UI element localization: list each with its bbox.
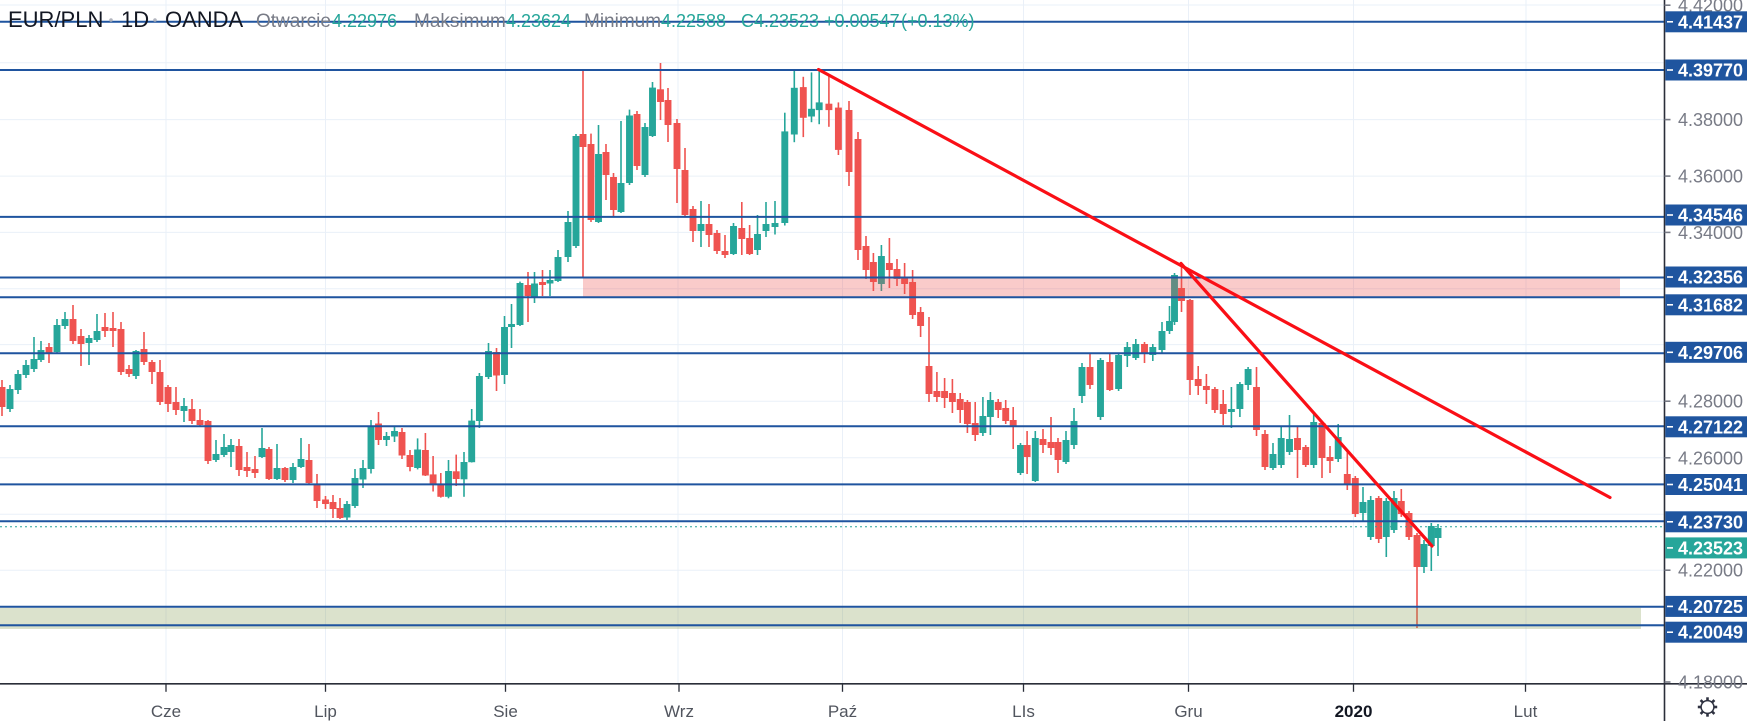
- svg-text:4.34000: 4.34000: [1678, 223, 1743, 243]
- svg-text:4.18000: 4.18000: [1678, 673, 1743, 693]
- svg-text:4.20049: 4.20049: [1678, 623, 1743, 643]
- svg-text:4.25041: 4.25041: [1678, 475, 1743, 495]
- svg-text:4.22000: 4.22000: [1678, 561, 1743, 581]
- svg-text:Otwarcie: Otwarcie: [256, 11, 331, 32]
- svg-text:Maksimum: Maksimum: [414, 11, 506, 32]
- svg-text:4.39770: 4.39770: [1678, 61, 1743, 81]
- svg-text:4.31682: 4.31682: [1678, 295, 1743, 315]
- svg-text:2020: 2020: [1335, 702, 1373, 721]
- svg-text:4.27122: 4.27122: [1678, 417, 1743, 437]
- svg-text:4.23523: 4.23523: [1678, 538, 1743, 558]
- svg-text:4.26000: 4.26000: [1678, 448, 1743, 468]
- svg-text:4.22588: 4.22588: [661, 11, 726, 31]
- svg-text:4.28000: 4.28000: [1678, 392, 1743, 412]
- svg-text:LIs: LIs: [1012, 702, 1035, 721]
- svg-text:4.29706: 4.29706: [1678, 343, 1743, 363]
- svg-text:4.41437: 4.41437: [1678, 12, 1743, 32]
- svg-text:Sie: Sie: [493, 702, 518, 721]
- svg-text:4.32356: 4.32356: [1678, 268, 1743, 288]
- svg-text:C4.23523: C4.23523: [741, 11, 819, 31]
- svg-text:4.23730: 4.23730: [1678, 512, 1743, 532]
- svg-text:4.22976: 4.22976: [332, 11, 397, 31]
- svg-text:4.20725: 4.20725: [1678, 597, 1743, 617]
- svg-text:Minimum: Minimum: [584, 11, 661, 32]
- svg-text:Cze: Cze: [151, 702, 181, 721]
- svg-text:1D: 1D: [121, 7, 149, 32]
- svg-text:Paź: Paź: [828, 702, 857, 721]
- svg-text:(+0.13%): (+0.13%): [901, 11, 975, 31]
- svg-text:OANDA: OANDA: [165, 7, 244, 32]
- svg-text:4.34546: 4.34546: [1678, 206, 1743, 226]
- svg-text:4.38000: 4.38000: [1678, 110, 1743, 130]
- svg-text:EUR/PLN: EUR/PLN: [8, 7, 103, 32]
- svg-text:Wrz: Wrz: [664, 702, 694, 721]
- svg-text:Lut: Lut: [1514, 702, 1538, 721]
- svg-text:+0.00547: +0.00547: [824, 11, 900, 31]
- svg-text:Gru: Gru: [1174, 702, 1202, 721]
- svg-text:Lip: Lip: [314, 702, 337, 721]
- svg-text:4.23624: 4.23624: [506, 11, 571, 31]
- svg-text:4.36000: 4.36000: [1678, 167, 1743, 187]
